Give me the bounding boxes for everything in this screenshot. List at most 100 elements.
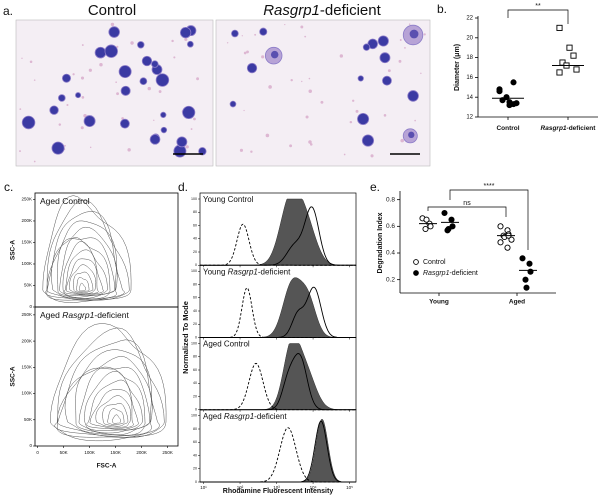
data-point xyxy=(556,69,563,76)
data-point xyxy=(422,225,429,233)
debris xyxy=(352,99,355,102)
x-tick-label: 100K xyxy=(84,450,95,455)
debris xyxy=(290,78,293,82)
text-part: -deficient xyxy=(320,2,382,19)
debris xyxy=(19,108,22,111)
y-tick-label: 20 xyxy=(193,322,197,326)
cell xyxy=(151,60,159,68)
y-tick-label: 20 xyxy=(193,467,197,471)
y-tick-label: 60 xyxy=(193,296,197,300)
debris xyxy=(284,23,286,26)
text-part: Control xyxy=(496,125,519,132)
micrograph-title: Control xyxy=(88,2,136,19)
axis-title: Rhodamine Fluorescent Intensity xyxy=(223,488,334,495)
y-tick-label: 0 xyxy=(195,263,197,267)
cell xyxy=(141,55,153,67)
cell xyxy=(108,26,120,38)
contour-line xyxy=(46,220,117,300)
debris xyxy=(423,33,426,36)
contour-line xyxy=(107,408,125,426)
text-part: Rasgrp1 xyxy=(541,125,567,132)
y-tick-label: 80 xyxy=(193,282,197,286)
y-tick-label: 20 xyxy=(193,250,197,254)
cell xyxy=(379,52,391,64)
nucleus xyxy=(408,131,415,139)
debris xyxy=(171,39,174,43)
panel-title: Aged Rasgrp1-deficient xyxy=(40,310,129,320)
debris xyxy=(72,73,75,76)
data-point xyxy=(573,66,580,73)
data-point xyxy=(496,86,503,93)
contour-line xyxy=(42,195,132,303)
debris xyxy=(196,77,200,81)
debris xyxy=(147,86,151,91)
x-tick-label: 150K xyxy=(110,450,121,455)
cell xyxy=(75,92,82,99)
debris xyxy=(193,117,196,121)
data-point xyxy=(497,223,504,230)
debris xyxy=(19,150,21,153)
debris xyxy=(289,144,293,148)
debris xyxy=(383,114,387,117)
y-tick-label: 20 xyxy=(466,35,473,41)
data-point xyxy=(504,244,511,251)
debris xyxy=(243,109,245,112)
data-point xyxy=(519,255,526,262)
text-part: Aged xyxy=(40,310,62,320)
debris xyxy=(309,143,313,146)
cell xyxy=(137,41,145,49)
data-point xyxy=(510,79,517,86)
debris xyxy=(185,145,189,149)
contour-line xyxy=(102,402,129,427)
text-part: Aged Control xyxy=(203,340,250,349)
cell xyxy=(182,105,196,119)
debris xyxy=(308,89,312,93)
contour-line xyxy=(95,395,132,428)
x-tick-label: Rasgrp1-deficient xyxy=(541,125,597,132)
debris xyxy=(339,54,344,58)
text-part: Young Control xyxy=(203,195,254,204)
nucleus xyxy=(409,29,419,39)
contour-line xyxy=(64,356,153,436)
x-tick-label: 200K xyxy=(136,450,147,455)
contour-line xyxy=(75,367,151,435)
y-tick-label: 16 xyxy=(466,75,473,81)
debris xyxy=(33,160,36,163)
cell xyxy=(120,85,131,96)
legend-marker xyxy=(413,259,419,265)
y-tick-label: 200K xyxy=(21,218,32,223)
panel-title: Young Rasgrp1-deficient xyxy=(203,267,291,276)
cell xyxy=(407,90,419,102)
data-point xyxy=(526,260,533,267)
debris xyxy=(81,44,84,47)
legend-marker xyxy=(413,270,419,276)
cell xyxy=(58,94,66,102)
debris xyxy=(29,60,33,64)
debris xyxy=(110,22,115,27)
cell xyxy=(231,29,239,38)
data-point xyxy=(445,225,452,233)
debris xyxy=(241,35,243,37)
cell xyxy=(179,26,192,39)
y-tick-label: 40 xyxy=(193,381,197,385)
debris xyxy=(308,77,311,80)
plot-frame xyxy=(199,409,357,483)
debris xyxy=(246,50,249,54)
x-tick-label: Young xyxy=(429,299,449,306)
x-tick-label: Aged xyxy=(509,299,525,306)
y-tick-label: 18 xyxy=(466,55,473,61)
debris xyxy=(58,123,62,126)
x-tick-label: 10⁴ xyxy=(310,485,317,490)
debris xyxy=(116,45,119,48)
y-tick-label: 14 xyxy=(466,95,473,101)
text-part: Rasgrp1 xyxy=(224,412,254,421)
text-part: -deficient xyxy=(258,267,291,276)
axis-title: FSC-A xyxy=(97,463,117,470)
cell xyxy=(51,141,65,155)
x-tick-label: 50K xyxy=(60,450,68,455)
x-tick-label: 10³ xyxy=(273,485,280,490)
axis-title: SSC-A xyxy=(10,240,17,261)
debris xyxy=(304,35,307,38)
cell xyxy=(362,43,371,51)
x-tick-label: 10⁵ xyxy=(346,485,353,490)
